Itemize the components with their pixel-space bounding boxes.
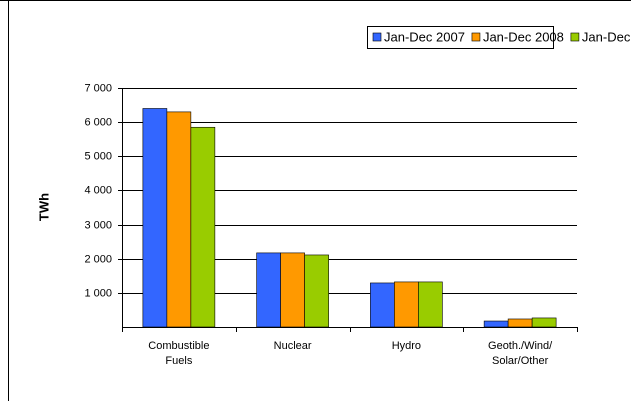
x-tick-label: Combustible Fuels: [148, 340, 210, 367]
y-tick-label: 1 000: [84, 287, 112, 299]
bar: [304, 254, 329, 328]
bar: [418, 281, 443, 328]
bar: [507, 318, 533, 328]
y-tick-label: 2 000: [84, 253, 112, 265]
legend-swatch: [372, 32, 382, 42]
bar: [256, 252, 281, 328]
legend-label: Jan-Dec 2007: [384, 29, 465, 44]
x-tick-label: Geoth./Wind/ Solar/Other: [488, 340, 553, 367]
bar: [531, 317, 557, 328]
y-tick-label: 5 000: [84, 150, 112, 162]
legend-swatch: [471, 32, 481, 42]
bar: [394, 281, 419, 328]
bar: [370, 282, 395, 328]
legend-label: Jan-Dec 2009: [582, 29, 631, 44]
bar: [190, 126, 216, 328]
legend-box: [367, 26, 554, 49]
y-tick-label: 3 000: [84, 219, 112, 231]
y-tick-label: 7 000: [84, 82, 112, 94]
y-tick-label: 4 000: [84, 184, 112, 196]
x-tick-label: Hydro: [391, 340, 422, 352]
x-tick-label: Nuclear: [273, 340, 312, 352]
bar: [483, 320, 509, 328]
bar: [142, 108, 168, 328]
bar: [280, 252, 305, 328]
bar: [166, 111, 192, 328]
y-tick-label: 6 000: [84, 116, 112, 128]
legend-swatch: [570, 32, 580, 42]
legend-label: Jan-Dec 2008: [483, 29, 564, 44]
y-axis-label: TWh: [36, 193, 51, 221]
